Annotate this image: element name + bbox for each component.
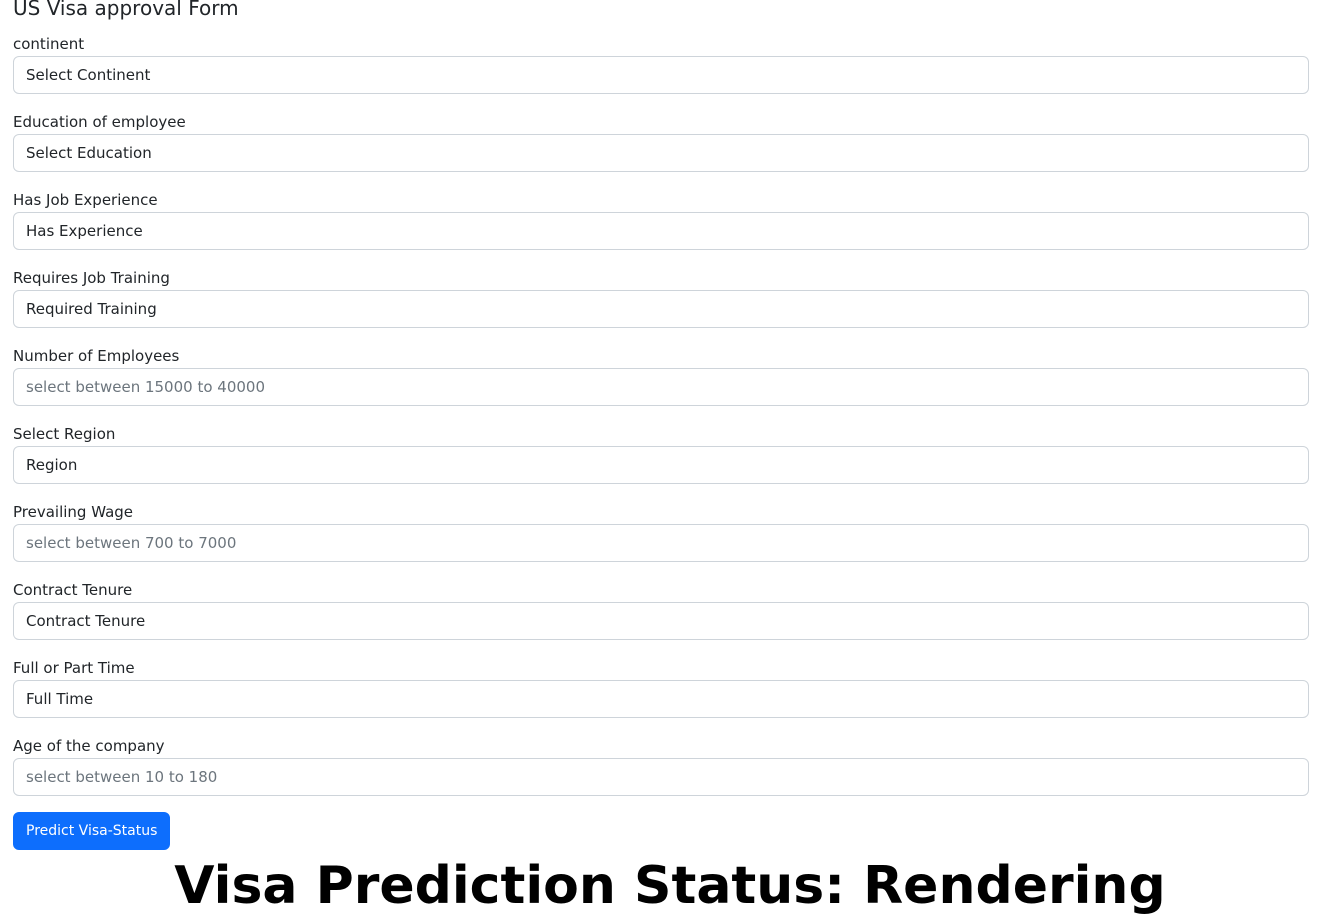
form-title: US Visa approval Form	[13, 0, 239, 20]
prevailing-wage-input[interactable]	[26, 534, 1296, 552]
company-age-label: Age of the company	[13, 737, 165, 755]
region-select[interactable]: Region	[13, 446, 1309, 484]
field-continent: continent Select Continent	[13, 35, 1309, 113]
full-or-part-time-select[interactable]: Full Time	[13, 680, 1309, 718]
company-age-input[interactable]	[26, 768, 1296, 786]
field-education: Education of employee Select Education	[13, 113, 1309, 191]
education-label: Education of employee	[13, 113, 186, 131]
continent-select[interactable]: Select Continent	[13, 56, 1309, 94]
region-label: Select Region	[13, 425, 116, 443]
prevailing-wage-label: Prevailing Wage	[13, 503, 134, 521]
job-experience-select[interactable]: Has Experience	[13, 212, 1309, 250]
contract-tenure-select[interactable]: Contract Tenure	[13, 602, 1309, 640]
field-company-age: Age of the company	[13, 737, 1309, 815]
continent-label: continent	[13, 35, 85, 53]
region-selected-value: Region	[26, 456, 78, 474]
job-experience-selected-value: Has Experience	[26, 222, 143, 240]
predict-visa-status-button[interactable]: Predict Visa-Status	[13, 812, 171, 850]
job-experience-label: Has Job Experience	[13, 191, 158, 209]
field-region: Select Region Region	[13, 425, 1309, 503]
contract-tenure-selected-value: Contract Tenure	[26, 612, 146, 630]
full-or-part-time-selected-value: Full Time	[26, 690, 94, 708]
education-select[interactable]: Select Education	[13, 134, 1309, 172]
education-selected-value: Select Education	[26, 144, 152, 162]
job-training-label: Requires Job Training	[13, 269, 170, 287]
job-training-selected-value: Required Training	[26, 300, 157, 318]
field-contract-tenure: Contract Tenure Contract Tenure	[13, 581, 1309, 659]
contract-tenure-label: Contract Tenure	[13, 581, 133, 599]
num-employees-input[interactable]	[26, 378, 1296, 396]
field-job-training: Requires Job Training Required Training	[13, 269, 1309, 347]
prediction-status-heading: Visa Prediction Status: Rendering	[174, 856, 1166, 914]
form-fields: continent Select Continent Education of …	[13, 35, 1309, 815]
company-age-field	[13, 758, 1309, 796]
full-or-part-time-label: Full or Part Time	[13, 659, 135, 677]
num-employees-label: Number of Employees	[13, 347, 180, 365]
job-training-select[interactable]: Required Training	[13, 290, 1309, 328]
field-full-or-part-time: Full or Part Time Full Time	[13, 659, 1309, 737]
continent-selected-value: Select Continent	[26, 66, 151, 84]
num-employees-field	[13, 368, 1309, 406]
field-num-employees: Number of Employees	[13, 347, 1309, 425]
field-job-experience: Has Job Experience Has Experience	[13, 191, 1309, 269]
prevailing-wage-field	[13, 524, 1309, 562]
field-prevailing-wage: Prevailing Wage	[13, 503, 1309, 581]
